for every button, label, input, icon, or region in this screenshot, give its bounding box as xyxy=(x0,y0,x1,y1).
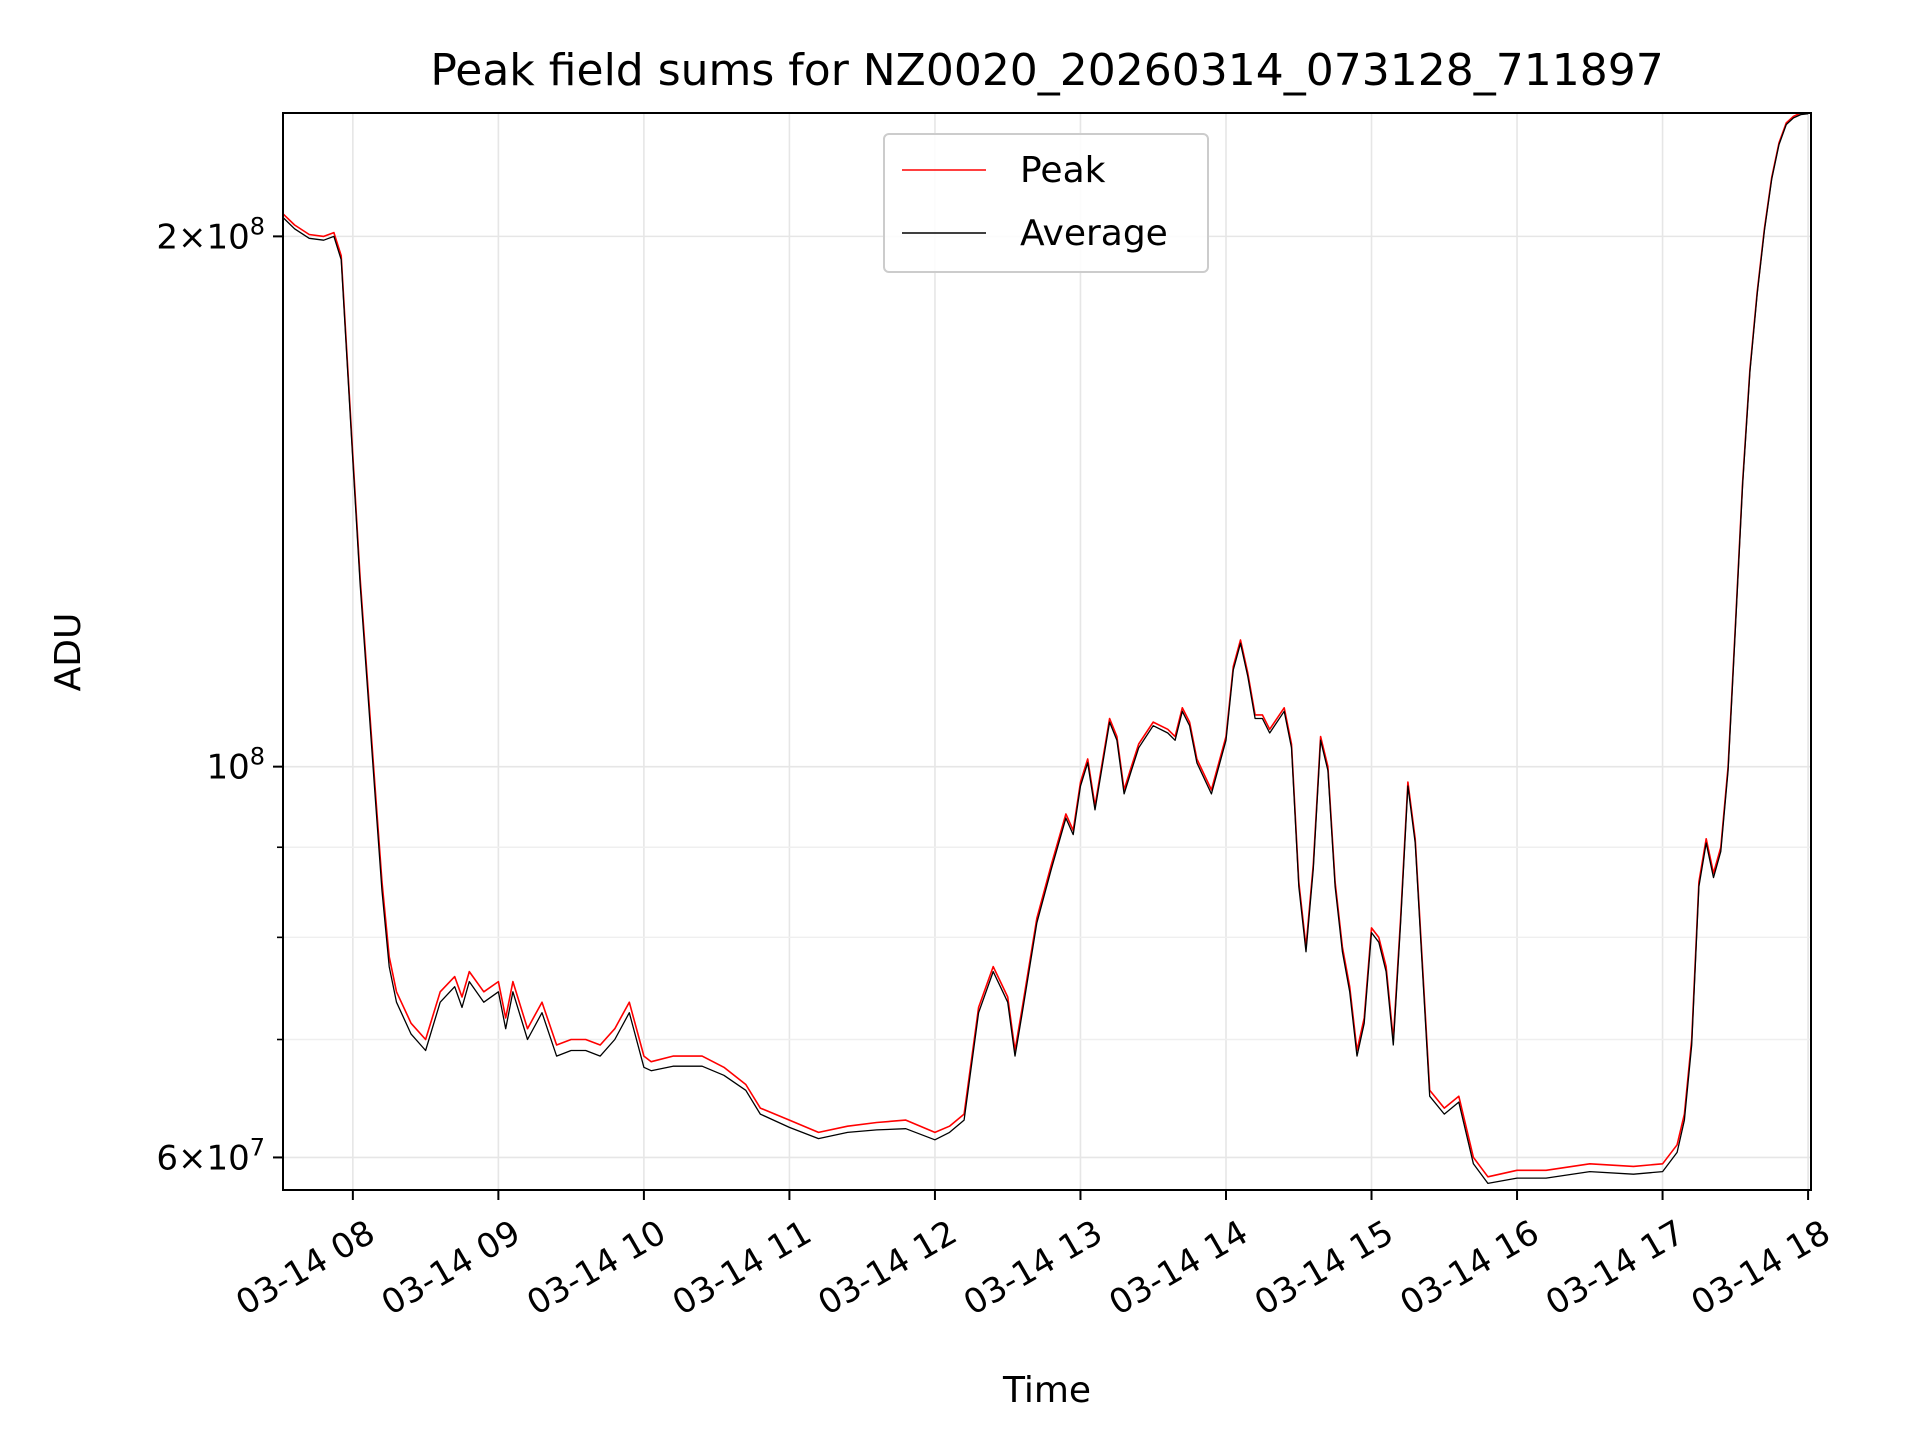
legend-label-average: Average xyxy=(1020,213,1168,254)
series-line-peak xyxy=(282,112,1809,1178)
x-axis-label: Time xyxy=(1002,1370,1091,1411)
legend-box xyxy=(883,133,1209,273)
series-layer xyxy=(282,112,1809,1185)
plot-area-frame xyxy=(282,112,1812,1191)
chart-title: Peak field sums for NZ0020_20260314_0731… xyxy=(430,45,1663,96)
series-line-average xyxy=(282,113,1809,1185)
legend-label-peak: Peak xyxy=(1020,150,1106,191)
y-axis-label: ADU xyxy=(48,613,89,692)
legend: Peak Average xyxy=(883,133,1209,273)
y-axis: 6×107 108 2×108 xyxy=(156,212,283,1178)
y-tick-label-0: 6×107 xyxy=(156,1133,265,1178)
y-tick-label-2: 2×108 xyxy=(156,212,265,257)
y-tick-label-1: 108 xyxy=(206,743,265,788)
